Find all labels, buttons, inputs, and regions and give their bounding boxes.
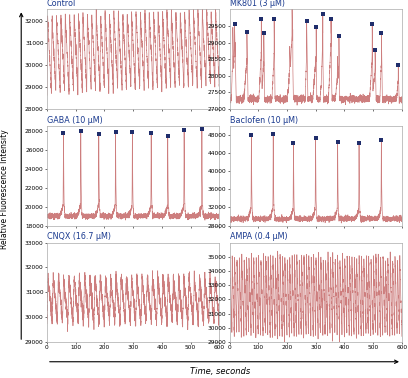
Point [258,16,264,22]
Point [148,130,155,136]
Point [231,21,238,27]
Text: Relative Fluorescence Intensity: Relative Fluorescence Intensity [0,129,9,249]
Point [271,16,277,22]
Point [112,129,119,135]
Point [95,131,102,137]
Text: Baclofen (10 μM): Baclofen (10 μM) [229,116,297,125]
Point [304,18,310,24]
Point [78,128,84,134]
Point [395,62,401,68]
Point [199,126,205,132]
Point [334,139,341,145]
Text: CNQX (16.7 μM): CNQX (16.7 μM) [47,232,111,242]
Point [312,135,319,141]
Point [60,130,67,136]
Point [289,0,295,4]
Point [261,30,267,36]
Text: Control: Control [47,0,76,8]
Point [248,132,255,138]
Point [372,46,378,53]
Point [313,24,319,30]
Point [129,129,135,135]
Point [378,30,385,36]
Text: AMPA (0.4 μM): AMPA (0.4 μM) [229,232,287,242]
Point [378,137,385,143]
Text: Time, seconds: Time, seconds [190,367,251,376]
Point [290,140,297,146]
Point [369,21,375,27]
Point [319,11,326,17]
Point [356,140,362,146]
Point [328,16,334,22]
Point [244,29,250,36]
Point [181,127,187,133]
Point [164,133,171,139]
Text: GABA (10 μM): GABA (10 μM) [47,116,103,125]
Text: MK801 (3 μM): MK801 (3 μM) [229,0,284,8]
Point [336,33,342,39]
Point [270,132,277,138]
